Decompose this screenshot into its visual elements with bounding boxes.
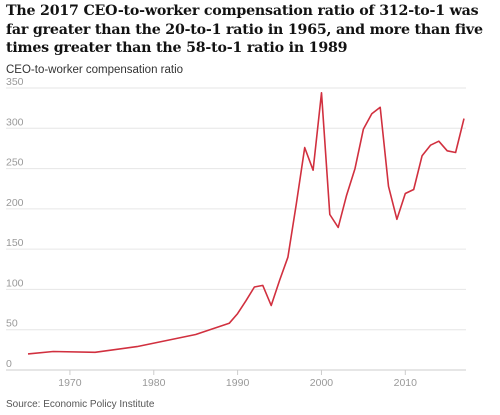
x-tick-labels: 1970 1980 1990 2000 2010 (58, 370, 417, 389)
y-axis-label: CEO-to-worker compensation ratio (6, 64, 184, 76)
x-tick-label: 1970 (58, 377, 82, 389)
x-tick-label: 2010 (394, 377, 418, 389)
y-tick-label: 100 (6, 277, 24, 289)
y-tick-label: 300 (6, 116, 24, 128)
chart-title: The 2017 CEO-to-worker compensation rati… (6, 3, 483, 57)
source-note: Source: Economic Policy Institute (6, 399, 155, 410)
series-line-0 (27, 92, 465, 355)
y-tick-label: 250 (6, 157, 24, 169)
y-tick-label: 0 (6, 358, 12, 370)
y-tick-label: 50 (6, 318, 18, 330)
y-tick-label: 350 (6, 76, 24, 88)
x-tick-label: 1980 (142, 377, 166, 389)
gridlines (6, 87, 466, 371)
x-tick-label: 1990 (226, 377, 250, 389)
y-tick-labels: 0 50 100 150 200 250 300 350 (6, 76, 24, 370)
y-tick-label: 200 (6, 197, 24, 209)
x-tick-label: 2000 (310, 377, 334, 389)
series-group (27, 92, 465, 355)
y-tick-label: 150 (6, 237, 24, 249)
